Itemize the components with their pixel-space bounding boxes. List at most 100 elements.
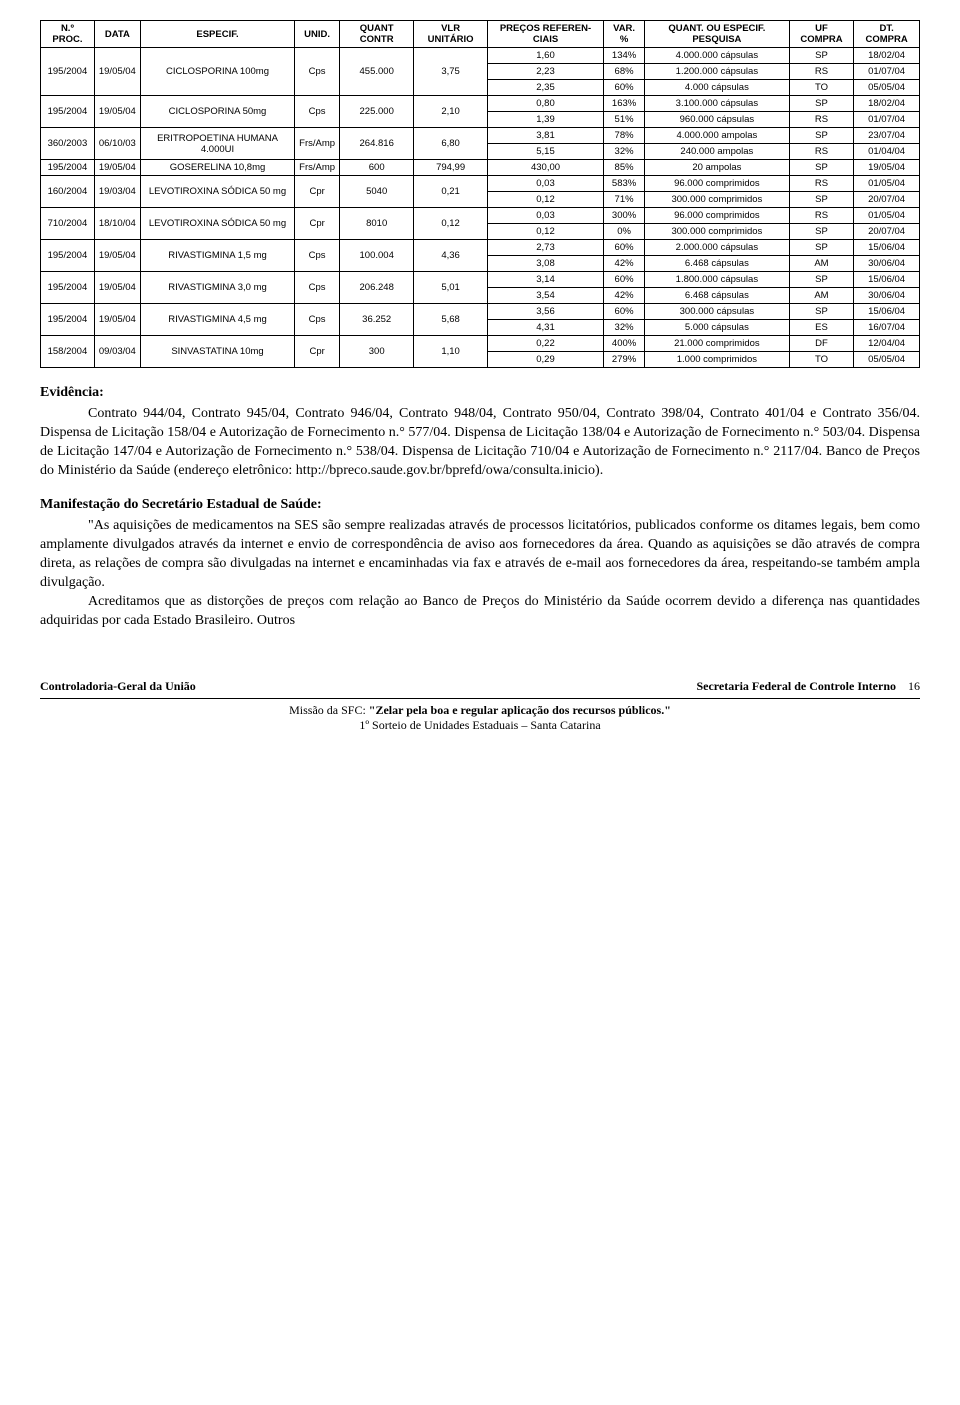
table-cell: 2.000.000 cápsulas (645, 240, 790, 256)
table-cell: 4.000.000 ampolas (645, 128, 790, 144)
table-cell: 583% (604, 176, 645, 192)
table-cell: RS (789, 144, 853, 160)
table-row: 195/200419/05/04RIVASTIGMINA 1,5 mgCps10… (41, 240, 920, 256)
price-comparison-table: N.º PROC. DATA ESPECIF. UNID. QUANT CONT… (40, 20, 920, 368)
table-cell: 15/06/04 (854, 304, 920, 320)
table-cell: 6.468 cápsulas (645, 288, 790, 304)
table-cell: 18/02/04 (854, 96, 920, 112)
table-cell: 279% (604, 352, 645, 368)
table-row: 160/200419/03/04LEVOTIROXINA SÓDICA 50 m… (41, 176, 920, 192)
table-cell: 600 (340, 160, 414, 176)
table-cell: 4.000.000 cápsulas (645, 48, 790, 64)
table-cell: CICLOSPORINA 50mg (140, 96, 294, 128)
table-cell: 2,10 (414, 96, 488, 128)
table-cell: 300 (340, 336, 414, 368)
col-quant: QUANT CONTR (340, 21, 414, 48)
table-cell: CICLOSPORINA 100mg (140, 48, 294, 96)
table-cell: 01/04/04 (854, 144, 920, 160)
table-cell: 42% (604, 256, 645, 272)
table-cell: 19/05/04 (94, 96, 140, 128)
table-cell: Cpr (295, 208, 340, 240)
footer-mission-label: Missão da SFC: (289, 703, 366, 717)
footer-right: Secretaria Federal de Controle Interno (696, 679, 896, 693)
table-cell: SP (789, 160, 853, 176)
table-cell: 36.252 (340, 304, 414, 336)
col-espec: ESPECIF. (140, 21, 294, 48)
table-cell: 20/07/04 (854, 192, 920, 208)
table-cell: 18/02/04 (854, 48, 920, 64)
table-cell: 19/05/04 (94, 160, 140, 176)
table-cell: 05/05/04 (854, 352, 920, 368)
table-cell: 206.248 (340, 272, 414, 304)
col-uf: UF COMPRA (789, 21, 853, 48)
table-cell: 195/2004 (41, 48, 95, 96)
table-cell: 23/07/04 (854, 128, 920, 144)
table-cell: Cpr (295, 336, 340, 368)
footer-page-number: 16 (908, 679, 920, 693)
table-cell: 794,99 (414, 160, 488, 176)
table-cell: AM (789, 256, 853, 272)
table-cell: 19/05/04 (94, 272, 140, 304)
table-cell: 2,73 (487, 240, 603, 256)
table-cell: RIVASTIGMINA 1,5 mg (140, 240, 294, 272)
table-cell: 96.000 comprimidos (645, 208, 790, 224)
table-cell: 20/07/04 (854, 224, 920, 240)
table-cell: 160/2004 (41, 176, 95, 208)
footer-left: Controladoria-Geral da União (40, 679, 196, 694)
table-cell: 19/05/04 (94, 304, 140, 336)
table-cell: 195/2004 (41, 240, 95, 272)
table-cell: RIVASTIGMINA 4,5 mg (140, 304, 294, 336)
table-header: N.º PROC. DATA ESPECIF. UNID. QUANT CONT… (41, 21, 920, 48)
table-cell: 0,12 (414, 208, 488, 240)
table-cell: 3,56 (487, 304, 603, 320)
table-cell: TO (789, 352, 853, 368)
table-cell: Cps (295, 48, 340, 96)
table-cell: 225.000 (340, 96, 414, 128)
table-cell: 195/2004 (41, 304, 95, 336)
table-cell: 3,75 (414, 48, 488, 96)
table-row: 195/200419/05/04CICLOSPORINA 50mgCps225.… (41, 96, 920, 112)
table-cell: 195/2004 (41, 160, 95, 176)
table-cell: 300% (604, 208, 645, 224)
table-cell: 1.000 comprimidos (645, 352, 790, 368)
table-cell: RIVASTIGMINA 3,0 mg (140, 272, 294, 304)
table-cell: 30/06/04 (854, 288, 920, 304)
table-cell: 6.468 cápsulas (645, 256, 790, 272)
table-cell: 5040 (340, 176, 414, 208)
table-cell: Frs/Amp (295, 128, 340, 160)
table-cell: 400% (604, 336, 645, 352)
col-vlr: VLR UNITÁRIO (414, 21, 488, 48)
table-cell: 05/05/04 (854, 80, 920, 96)
table-cell: 1.200.000 cápsulas (645, 64, 790, 80)
table-cell: ES (789, 320, 853, 336)
table-cell: SP (789, 48, 853, 64)
table-cell: ERITROPOETINA HUMANA 4.000UI (140, 128, 294, 160)
table-cell: 5,15 (487, 144, 603, 160)
table-cell: 2,23 (487, 64, 603, 80)
table-cell: SP (789, 96, 853, 112)
manifestacao-p1: "As aquisições de medicamentos na SES sã… (40, 517, 920, 593)
table-cell: 20 ampolas (645, 160, 790, 176)
table-cell: 2,35 (487, 80, 603, 96)
footer-mission: "Zelar pela boa e regular aplicação dos … (369, 703, 671, 717)
table-cell: 0,22 (487, 336, 603, 352)
col-proc: N.º PROC. (41, 21, 95, 48)
table-cell: 32% (604, 144, 645, 160)
col-data: DATA (94, 21, 140, 48)
table-cell: 100.004 (340, 240, 414, 272)
table-cell: 01/07/04 (854, 112, 920, 128)
table-cell: 5,68 (414, 304, 488, 336)
table-cell: SP (789, 224, 853, 240)
table-cell: 09/03/04 (94, 336, 140, 368)
col-dt: DT. COMPRA (854, 21, 920, 48)
table-cell: 60% (604, 304, 645, 320)
table-cell: 455.000 (340, 48, 414, 96)
manifestacao-heading: Manifestação do Secretário Estadual de S… (40, 496, 920, 515)
table-cell: AM (789, 288, 853, 304)
table-cell: 0,80 (487, 96, 603, 112)
table-row: 710/200418/10/04LEVOTIROXINA SÓDICA 50 m… (41, 208, 920, 224)
table-cell: 51% (604, 112, 645, 128)
table-cell: 16/07/04 (854, 320, 920, 336)
table-cell: 0% (604, 224, 645, 240)
col-pesquisa: QUANT. OU ESPECIF. PESQUISA (645, 21, 790, 48)
